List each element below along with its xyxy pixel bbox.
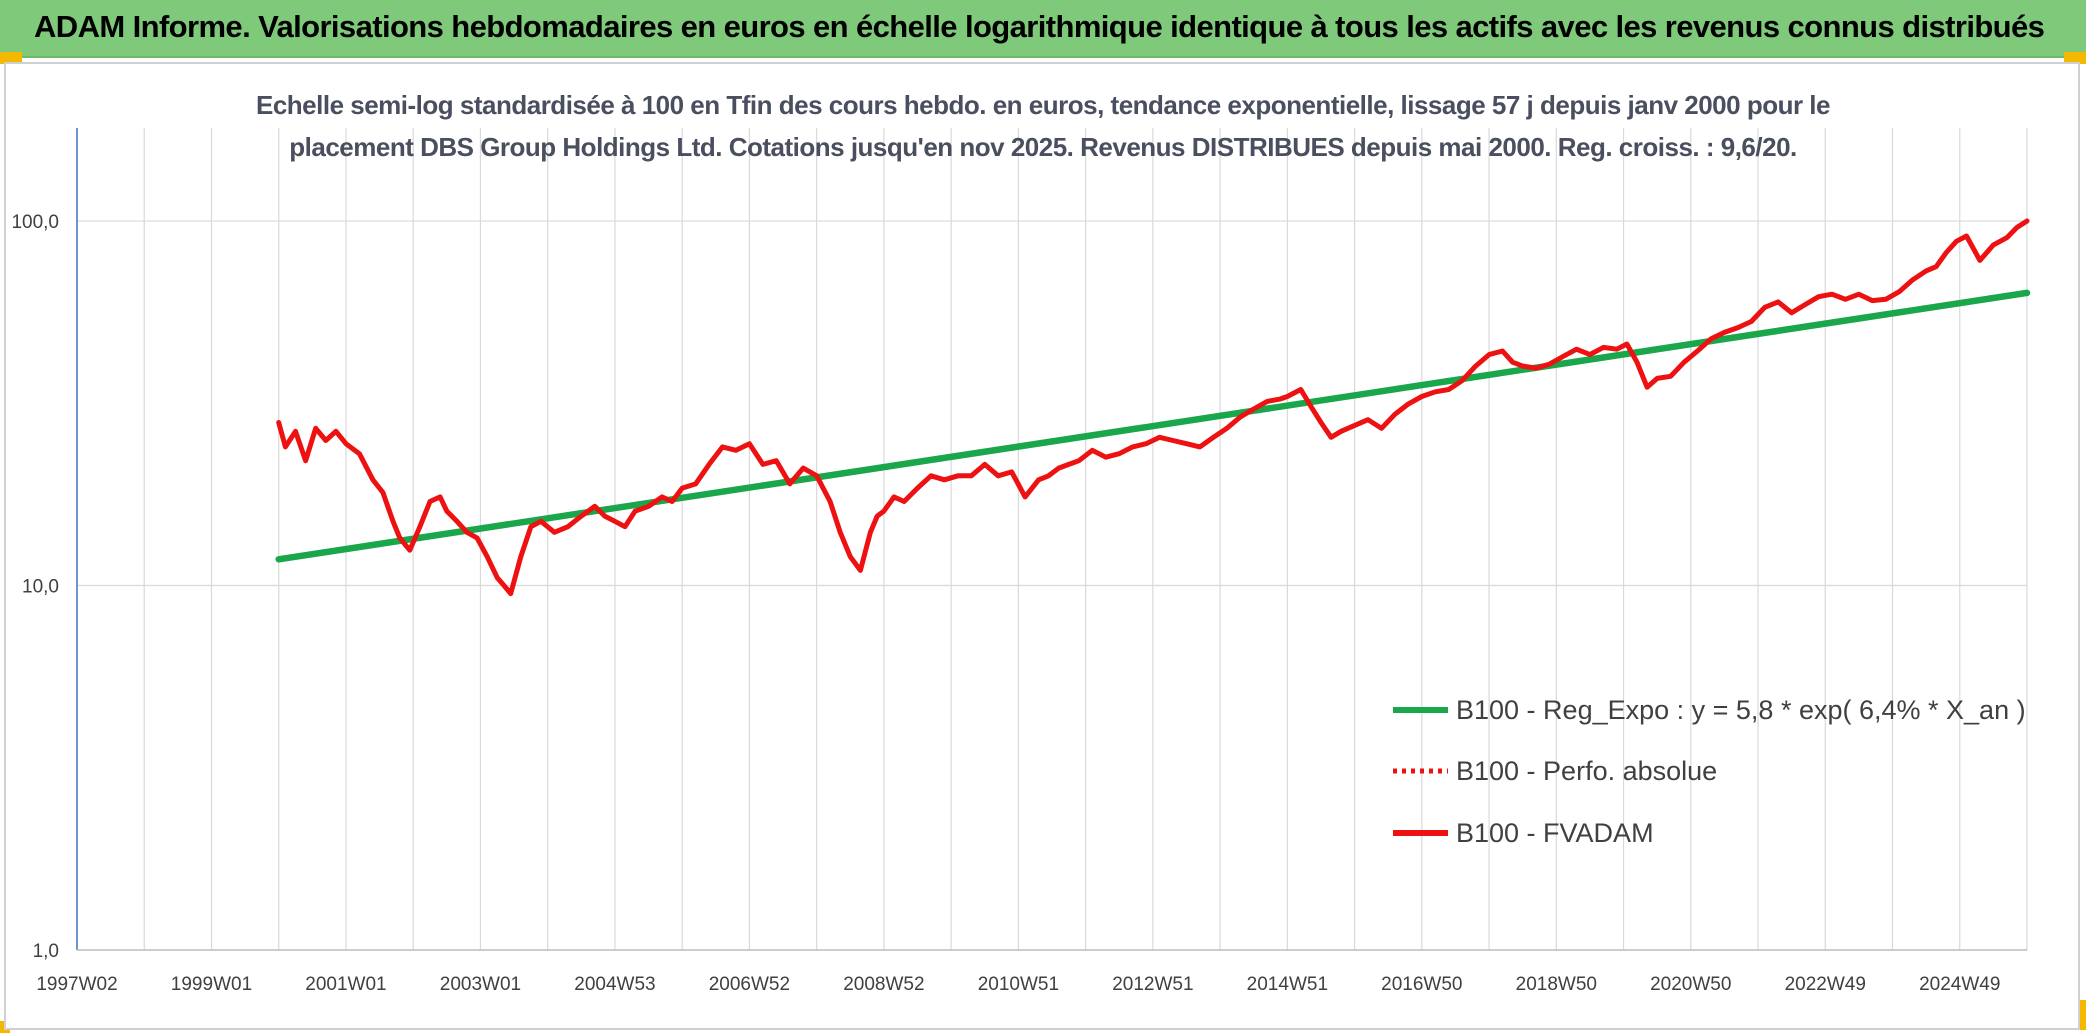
chart-title-line-1: Echelle semi-log standardisée à 100 en T…	[255, 90, 1831, 120]
x-tick-label: 2020W50	[1650, 974, 1731, 995]
x-tick-label: 2024W49	[1919, 974, 2000, 995]
x-tick-label: 2018W50	[1516, 974, 1597, 995]
fvadam-line	[276, 218, 2030, 597]
page-title: ADAM Informe. Valorisations hebdomadaire…	[34, 9, 2045, 44]
x-tick-label: 2008W52	[843, 974, 924, 995]
x-tick-label: 2012W51	[1112, 974, 1193, 995]
x-tick-label: 2014W51	[1247, 974, 1328, 995]
y-tick-label: 100,0	[11, 212, 59, 233]
x-tick-label: 2001W01	[305, 974, 386, 995]
regression-line	[275, 289, 2031, 563]
legend-label-fvadam: B100 - FVADAM	[1456, 818, 1654, 848]
y-tick-label: 10,0	[22, 577, 59, 598]
x-tick-label: 2003W01	[440, 974, 521, 995]
x-tick-label: 2006W52	[709, 974, 790, 995]
corner-mark-right	[2064, 52, 2086, 64]
x-tick-label: 2022W49	[1785, 974, 1866, 995]
y-tick-label: 1,0	[33, 941, 59, 962]
x-tick-label: 1999W01	[171, 974, 252, 995]
chart-title-line-2: placement DBS Group Holdings Ltd. Cotati…	[289, 132, 1797, 162]
legend-label-perfo: B100 - Perfo. absolue	[1456, 756, 1717, 786]
x-tick-label: 2016W50	[1381, 974, 1462, 995]
x-tick-label: 2010W51	[978, 974, 1059, 995]
corner-mark-left	[0, 52, 22, 64]
corner-mark-bottom-right	[2076, 1000, 2086, 1030]
x-tick-label: 1997W02	[36, 974, 117, 995]
legend-label-regression: B100 - Reg_Expo : y = 5,8 * exp( 6,4% * …	[1456, 695, 2026, 725]
header-bar: ADAM Informe. Valorisations hebdomadaire…	[0, 0, 2086, 58]
x-tick-label: 2004W53	[574, 974, 655, 995]
